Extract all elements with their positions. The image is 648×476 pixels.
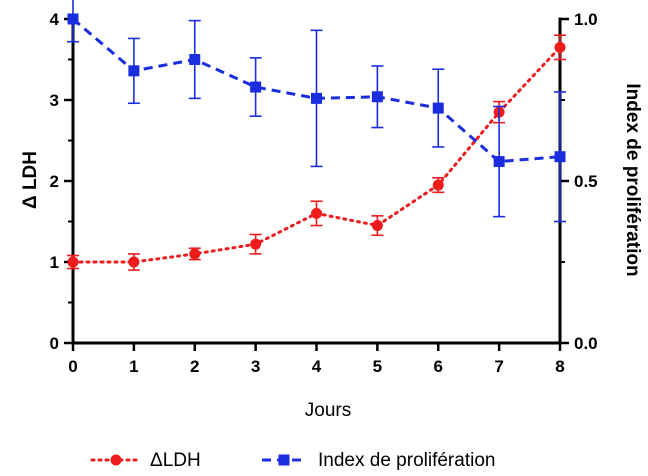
y-left-tick-label: 1 xyxy=(50,253,59,272)
legend-swatch-marker xyxy=(110,454,122,466)
y-right-tick-label: 0.5 xyxy=(574,172,598,191)
data-point xyxy=(128,256,140,268)
y-right-axis-title: Index de prolifération xyxy=(622,83,643,276)
y-left-tick-label: 4 xyxy=(50,10,60,29)
data-point xyxy=(250,81,262,93)
y-right-tick-label: 1.0 xyxy=(574,10,598,29)
x-tick-label: 8 xyxy=(555,357,564,376)
data-point xyxy=(371,220,383,232)
series-0 xyxy=(67,34,566,271)
data-point xyxy=(189,54,201,65)
x-tick-label: 0 xyxy=(68,357,77,376)
y-left-tick-label: 2 xyxy=(50,172,59,191)
data-point xyxy=(189,248,201,260)
y-left-tick-label: 0 xyxy=(50,334,59,353)
data-point xyxy=(128,65,140,77)
y-left-tick-label: 3 xyxy=(50,91,59,110)
data-point xyxy=(311,92,322,104)
data-point xyxy=(432,179,444,191)
legend-label-proliferation: Index de prolifération xyxy=(318,450,495,471)
x-tick-label: 1 xyxy=(129,357,138,376)
legend-swatch-marker xyxy=(278,454,290,466)
data-point xyxy=(67,256,79,268)
legend-item-ldh: ΔLDH xyxy=(90,450,201,471)
series-group xyxy=(67,0,566,271)
series-1 xyxy=(67,0,566,223)
data-point xyxy=(250,238,262,250)
y-left-axis-title: Δ LDH xyxy=(20,151,41,209)
data-point xyxy=(493,156,505,168)
legend-item-proliferation: Index de prolifération xyxy=(262,450,495,471)
data-point xyxy=(67,13,79,25)
x-axis-title: Jours xyxy=(305,400,351,421)
data-point xyxy=(371,91,383,103)
data-point xyxy=(554,151,566,163)
legend: ΔLDH Index de prolifération xyxy=(90,450,495,471)
x-tick-label: 2 xyxy=(190,357,199,376)
data-point xyxy=(554,41,566,53)
x-tick-label: 7 xyxy=(494,357,503,376)
axes-group: 0 1 2 3 4 5 6 7 8 0 1 2 3 4 0.0 0.5 1.0 xyxy=(50,10,598,376)
data-point xyxy=(311,207,322,219)
x-tick-label: 3 xyxy=(251,357,260,376)
y-right-tick-label: 0.0 xyxy=(574,334,598,353)
legend-label-ldh: ΔLDH xyxy=(150,450,201,471)
x-tick-label: 5 xyxy=(373,357,382,376)
x-tick-label: 4 xyxy=(312,357,322,376)
x-tick-label: 6 xyxy=(434,357,443,376)
data-point xyxy=(432,102,444,114)
